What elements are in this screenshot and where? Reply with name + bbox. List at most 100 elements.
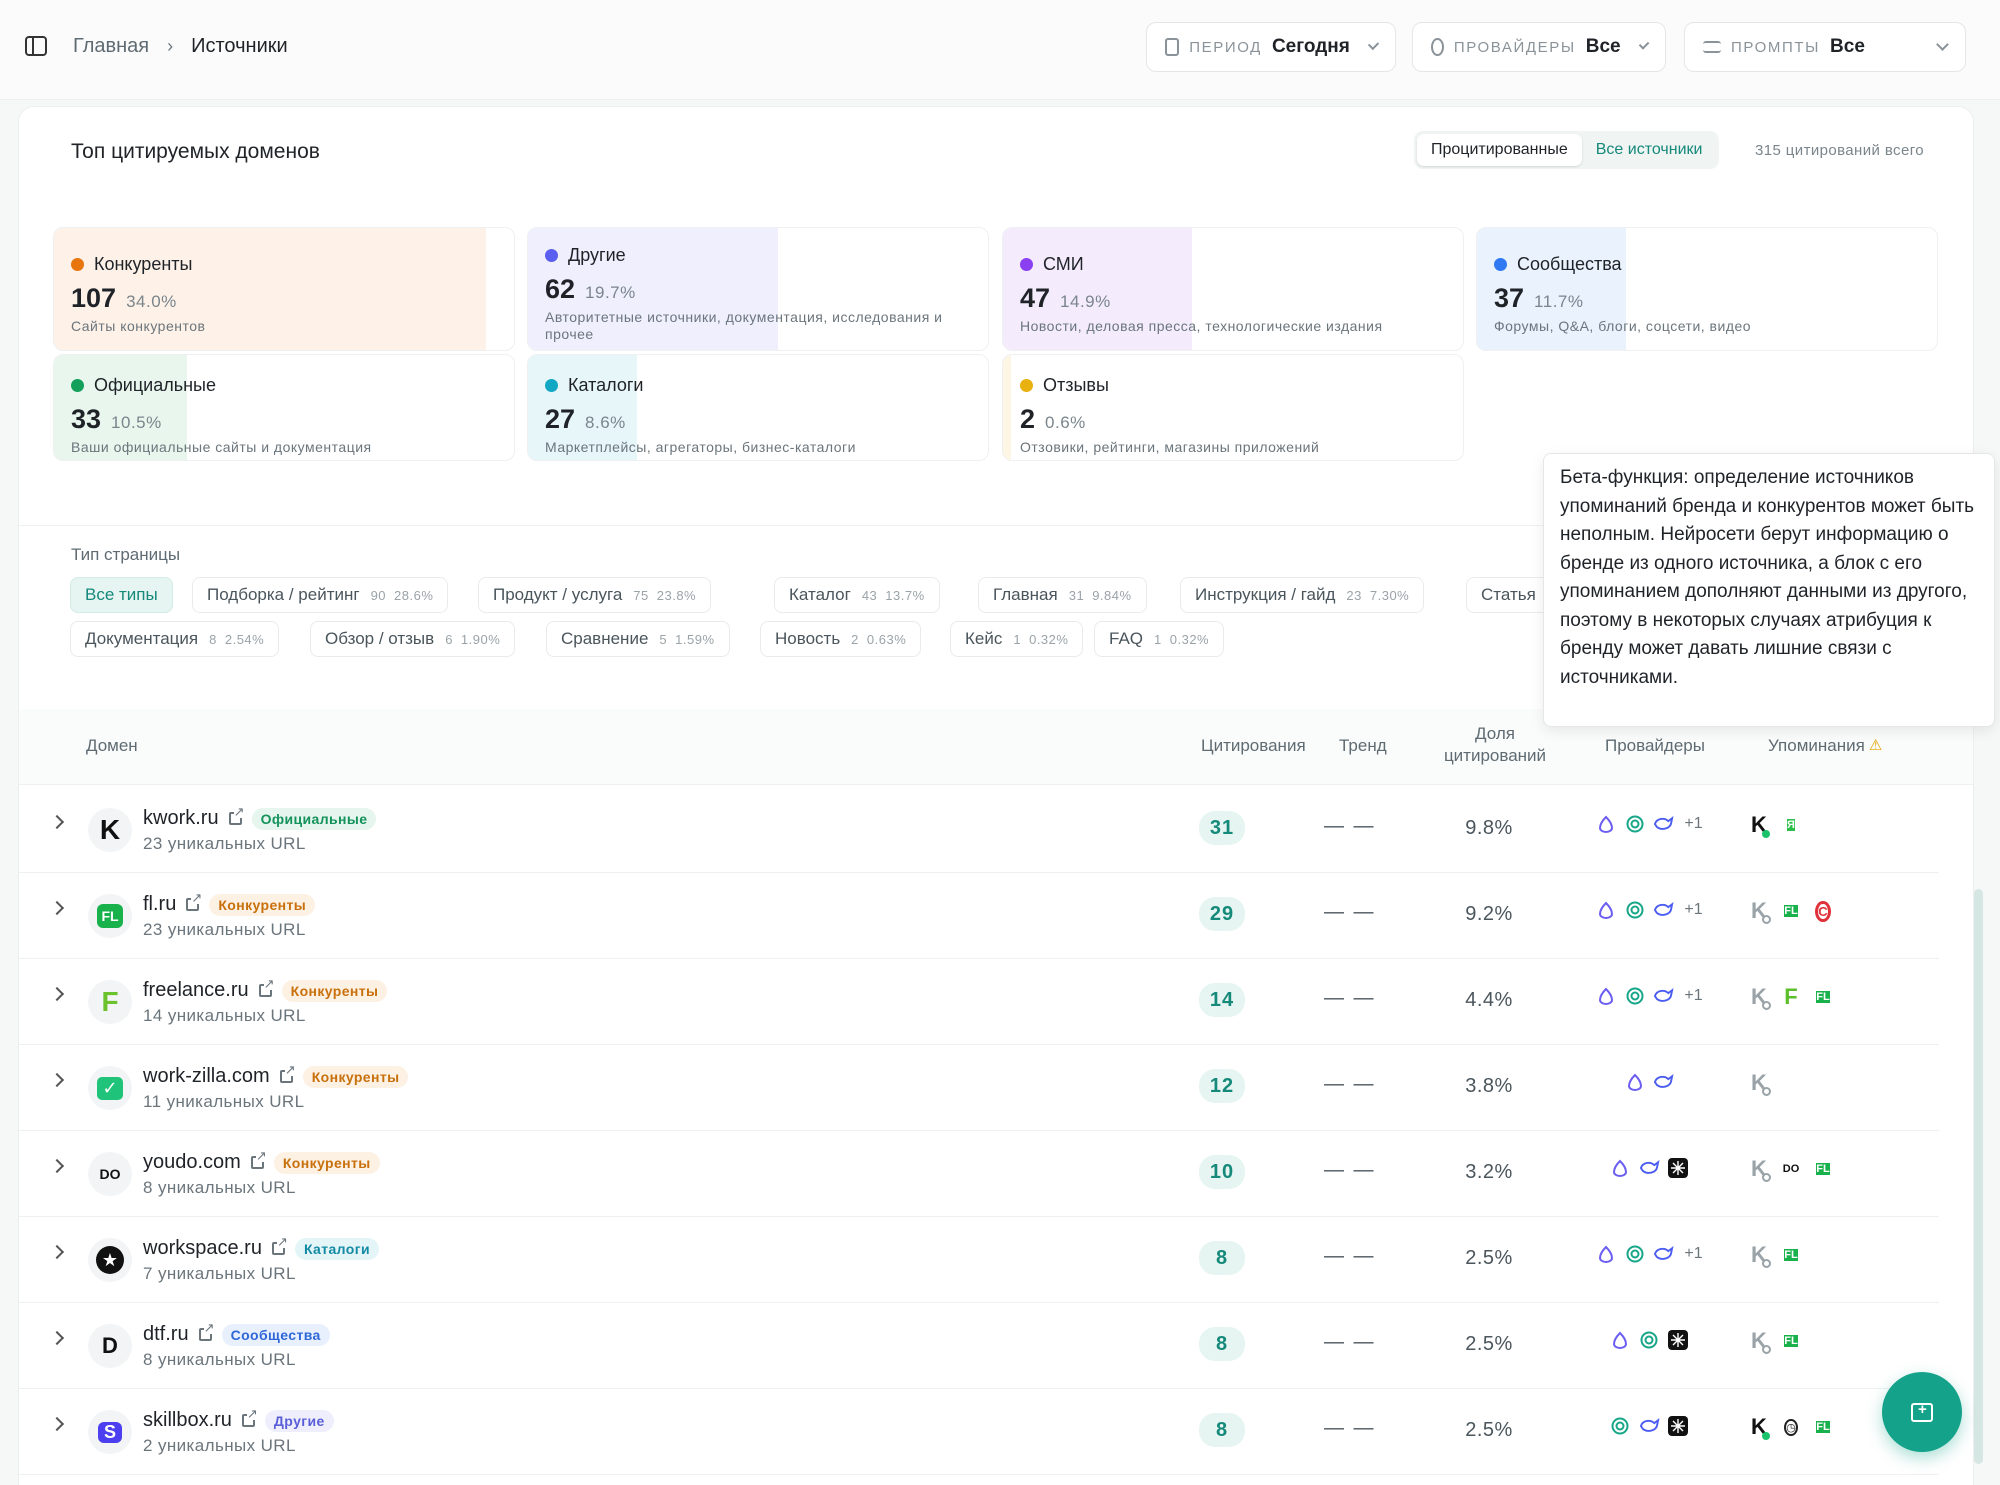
category-card[interactable]: Другие 62 19.7% Авторитетные источники, док…: [527, 227, 989, 351]
chip-all-types[interactable]: Все типы: [70, 577, 173, 613]
fl-mention-icon: FL: [1816, 1163, 1830, 1175]
page-type-chip[interactable]: Новость 2 0.63%: [760, 621, 922, 657]
providers-filter[interactable]: ПРОВАЙДЕРЫ Все: [1412, 22, 1666, 72]
col-share[interactable]: Доля цитирований: [1443, 724, 1547, 765]
domain-name[interactable]: dtf.ru: [143, 1323, 189, 1345]
category-dot-icon: [545, 249, 558, 262]
period-filter[interactable]: ПЕРИОД Сегодня: [1146, 22, 1396, 72]
chat-plus-icon: [1911, 1401, 1933, 1422]
providers-filter-value: Все: [1585, 36, 1621, 57]
feedback-button[interactable]: [1882, 1372, 1962, 1452]
calendar-icon: [1165, 38, 1180, 56]
toggle-cited[interactable]: Процитированные: [1417, 134, 1582, 166]
category-stats: 47 14.9%: [1020, 283, 1449, 314]
table-row[interactable]: ✓ work-zilla.com Конкуренты 11 уникальных U…: [19, 1045, 1939, 1131]
expand-chevron-icon[interactable]: [49, 1416, 65, 1432]
table-row[interactable]: DO youdo.com Конкуренты 8 уникальных URL 10 —…: [19, 1131, 1939, 1217]
mentions-cell: K FL: [1747, 1328, 1803, 1354]
providers-more[interactable]: +1: [1684, 986, 1703, 1004]
providers-more[interactable]: +1: [1684, 900, 1703, 918]
domain-cell: work-zilla.com Конкуренты: [143, 1063, 409, 1088]
chip-count: 1: [1154, 631, 1162, 647]
expand-chevron-icon[interactable]: [49, 1330, 65, 1346]
sidebar-toggle-icon[interactable]: [25, 36, 47, 56]
prompts-filter[interactable]: ПРОМПТЫ Все: [1684, 22, 1966, 72]
prompts-filter-label: ПРОМПТЫ: [1731, 38, 1821, 56]
category-card[interactable]: Конкуренты 107 34.0% Сайты конкурентов: [53, 227, 515, 351]
category-dot-icon: [1020, 258, 1033, 271]
page-type-chip[interactable]: Обзор / отзыв 6 1.90%: [310, 621, 516, 657]
category-card[interactable]: Каталоги 27 8.6% Маркетплейсы, агрегаторы, …: [527, 354, 989, 461]
category-count: 2: [1020, 404, 1036, 434]
expand-chevron-icon[interactable]: [49, 814, 65, 830]
page-type-chip[interactable]: Подборка / рейтинг 90 28.6%: [192, 577, 449, 613]
category-card[interactable]: Отзывы 2 0.6% Отзовики, рейтинги, магазины …: [1002, 354, 1464, 461]
unique-urls: 23 уникальных URL: [143, 834, 306, 853]
external-link-icon[interactable]: [241, 1407, 258, 1427]
page-type-chip[interactable]: Каталог 43 13.7%: [774, 577, 940, 613]
page-type-chip[interactable]: Инструкция / гайд 23 7.30%: [1180, 577, 1425, 613]
domain-name[interactable]: fl.ru: [143, 893, 177, 915]
fl-mention-icon: FL: [1784, 1249, 1798, 1261]
col-trend[interactable]: Тренд: [1339, 736, 1387, 755]
expand-chevron-icon[interactable]: [49, 900, 65, 916]
category-badge: Официальные: [251, 807, 377, 830]
domain-logo-icon: K: [88, 808, 132, 852]
external-link-icon[interactable]: [186, 891, 203, 911]
domain-name[interactable]: freelance.ru: [143, 979, 249, 1001]
col-providers[interactable]: Провайдеры: [1605, 736, 1705, 755]
external-link-icon[interactable]: [198, 1321, 215, 1341]
category-card[interactable]: СМИ 47 14.9% Новости, деловая пресса, техно…: [1002, 227, 1464, 351]
breadcrumb-home-link[interactable]: Главная: [73, 35, 150, 57]
providers-more[interactable]: +1: [1684, 1244, 1703, 1262]
domain-name[interactable]: work-zilla.com: [143, 1065, 270, 1087]
chip-label: Инструкция / гайд: [1195, 585, 1336, 604]
chip-label: Кейс: [965, 629, 1003, 648]
providers-more[interactable]: +1: [1684, 814, 1703, 832]
category-stats: 33 10.5%: [71, 404, 500, 435]
page-type-chip[interactable]: FAQ 1 0.32%: [1094, 621, 1225, 657]
warning-icon[interactable]: ⚠: [1868, 737, 1883, 754]
expand-chevron-icon[interactable]: [49, 1158, 65, 1174]
table-row[interactable]: ★ workspace.ru Каталоги 7 уникальных URL 8 — …: [19, 1217, 1939, 1303]
providers-cell: +1: [1579, 985, 1719, 1006]
expand-chevron-icon[interactable]: [49, 986, 65, 1002]
expand-chevron-icon[interactable]: [49, 1072, 65, 1088]
page-type-chip[interactable]: Продукт / услуга 75 23.8%: [478, 577, 712, 613]
external-link-icon[interactable]: [279, 1063, 296, 1083]
col-mentions[interactable]: Упоминания ⚠: [1768, 735, 1882, 757]
category-badge: Другие: [264, 1409, 334, 1432]
domain-name[interactable]: kwork.ru: [143, 807, 219, 829]
external-link-icon[interactable]: [271, 1235, 288, 1255]
category-card[interactable]: Официальные 33 10.5% Ваши официальные сайты…: [53, 354, 515, 461]
external-link-icon[interactable]: [250, 1149, 267, 1169]
category-percent: 11.7%: [1534, 292, 1584, 311]
external-link-icon[interactable]: [258, 977, 275, 997]
domain-name[interactable]: skillbox.ru: [143, 1409, 232, 1431]
category-percent: 34.0%: [126, 292, 177, 311]
table-row[interactable]: FL fl.ru Конкуренты 23 уникальных URL 29 — — 9…: [19, 873, 1939, 959]
unique-urls: 11 уникальных URL: [143, 1092, 305, 1111]
category-card[interactable]: Сообщества 37 11.7% Форумы, Q&A, блоги, соц…: [1476, 227, 1938, 351]
toggle-all-sources[interactable]: Все источники: [1595, 141, 1703, 158]
category-description: Форумы, Q&A, блоги, соцсети, видео: [1494, 318, 1752, 334]
page-type-chip[interactable]: Сравнение 5 1.59%: [546, 621, 730, 657]
col-domain[interactable]: Домен: [86, 736, 138, 755]
scrollbar[interactable]: [1974, 889, 1983, 1464]
col-citations[interactable]: Цитирования: [1201, 736, 1306, 755]
page-type-chip[interactable]: Главная 31 9.84%: [978, 577, 1147, 613]
domain-name[interactable]: youdo.com: [143, 1151, 241, 1173]
page-type-chip[interactable]: Кейс 1 0.32%: [950, 621, 1084, 657]
fl-mention-icon: FL: [1784, 1335, 1798, 1347]
external-link-icon[interactable]: [228, 805, 245, 825]
kwork-mention-icon: K: [1747, 812, 1771, 838]
expand-chevron-icon[interactable]: [49, 1244, 65, 1260]
trend-value: — —: [1324, 1159, 1376, 1181]
domain-name[interactable]: workspace.ru: [143, 1237, 262, 1259]
page-type-chip[interactable]: Документация 8 2.54%: [70, 621, 280, 657]
